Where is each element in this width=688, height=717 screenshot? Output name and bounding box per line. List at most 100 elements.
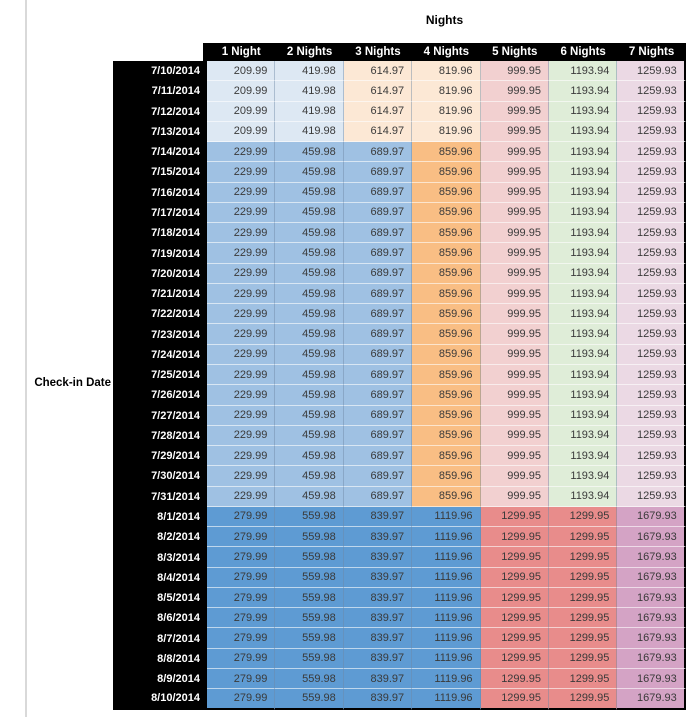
price-cell[interactable]: 459.98 [275, 324, 344, 345]
price-cell[interactable]: 859.96 [412, 425, 481, 447]
price-cell[interactable]: 1299.95 [480, 567, 549, 588]
price-cell[interactable]: 1193.94 [548, 142, 618, 163]
price-cell[interactable]: 1119.96 [412, 587, 481, 609]
price-cell[interactable]: 1299.95 [548, 628, 618, 649]
price-cell[interactable]: 1193.94 [548, 202, 618, 224]
price-cell[interactable]: 819.96 [412, 101, 481, 122]
price-cell[interactable]: 999.95 [480, 446, 549, 467]
price-cell[interactable]: 859.96 [412, 142, 481, 163]
price-cell[interactable]: 459.98 [275, 142, 344, 163]
price-cell[interactable]: 689.97 [343, 263, 413, 284]
price-cell[interactable]: 459.98 [275, 243, 344, 264]
price-cell[interactable]: 999.95 [480, 425, 549, 447]
price-cell[interactable]: 859.96 [412, 405, 481, 426]
price-cell[interactable]: 999.95 [480, 223, 549, 244]
price-cell[interactable]: 1299.95 [480, 689, 549, 710]
price-cell[interactable]: 229.99 [207, 243, 276, 264]
price-cell[interactable]: 1299.95 [480, 587, 549, 609]
price-cell[interactable]: 559.98 [275, 689, 344, 710]
price-cell[interactable]: 999.95 [480, 486, 549, 507]
price-cell[interactable]: 229.99 [207, 405, 276, 426]
price-cell[interactable]: 839.97 [343, 648, 413, 669]
price-cell[interactable]: 279.99 [207, 668, 276, 690]
price-cell[interactable]: 1259.93 [617, 344, 686, 365]
price-cell[interactable]: 689.97 [343, 385, 413, 406]
price-cell[interactable]: 1259.93 [617, 61, 686, 82]
price-cell[interactable]: 689.97 [343, 162, 413, 183]
price-cell[interactable]: 279.99 [207, 689, 276, 710]
price-cell[interactable]: 279.99 [207, 608, 276, 629]
price-cell[interactable]: 1259.93 [617, 121, 686, 143]
price-cell[interactable]: 459.98 [275, 263, 344, 284]
price-cell[interactable]: 1299.95 [548, 506, 618, 528]
price-cell[interactable]: 229.99 [207, 344, 276, 365]
price-cell[interactable]: 1299.95 [480, 608, 549, 629]
price-cell[interactable]: 559.98 [275, 648, 344, 669]
price-cell[interactable]: 1299.95 [548, 608, 618, 629]
price-cell[interactable]: 1193.94 [548, 324, 618, 345]
price-cell[interactable]: 419.98 [275, 121, 344, 143]
price-cell[interactable]: 689.97 [343, 405, 413, 426]
price-cell[interactable]: 459.98 [275, 425, 344, 447]
price-cell[interactable]: 999.95 [480, 385, 549, 406]
price-cell[interactable]: 819.96 [412, 121, 481, 143]
price-cell[interactable]: 1193.94 [548, 385, 618, 406]
price-cell[interactable]: 1299.95 [548, 587, 618, 609]
price-cell[interactable]: 689.97 [343, 202, 413, 224]
price-cell[interactable]: 229.99 [207, 263, 276, 284]
price-cell[interactable]: 1259.93 [617, 283, 686, 305]
price-cell[interactable]: 689.97 [343, 324, 413, 345]
price-cell[interactable]: 1679.93 [617, 648, 686, 669]
price-cell[interactable]: 459.98 [275, 162, 344, 183]
price-cell[interactable]: 459.98 [275, 304, 344, 325]
price-cell[interactable]: 459.98 [275, 364, 344, 386]
price-cell[interactable]: 1259.93 [617, 81, 686, 102]
price-cell[interactable]: 1193.94 [548, 121, 618, 143]
price-cell[interactable]: 689.97 [343, 142, 413, 163]
price-cell[interactable]: 559.98 [275, 547, 344, 568]
price-cell[interactable]: 1259.93 [617, 202, 686, 224]
price-cell[interactable]: 859.96 [412, 324, 481, 345]
price-cell[interactable]: 279.99 [207, 547, 276, 568]
price-cell[interactable]: 819.96 [412, 61, 481, 82]
price-cell[interactable]: 999.95 [480, 364, 549, 386]
price-cell[interactable]: 1299.95 [548, 527, 618, 548]
price-cell[interactable]: 459.98 [275, 466, 344, 487]
price-cell[interactable]: 209.99 [207, 81, 276, 102]
price-cell[interactable]: 1259.93 [617, 243, 686, 264]
price-cell[interactable]: 459.98 [275, 405, 344, 426]
price-cell[interactable]: 1679.93 [617, 628, 686, 649]
price-cell[interactable]: 229.99 [207, 283, 276, 305]
price-cell[interactable]: 1259.93 [617, 364, 686, 386]
price-cell[interactable]: 1299.95 [548, 668, 618, 690]
price-cell[interactable]: 229.99 [207, 223, 276, 244]
price-cell[interactable]: 999.95 [480, 405, 549, 426]
price-cell[interactable]: 209.99 [207, 121, 276, 143]
price-cell[interactable]: 229.99 [207, 385, 276, 406]
price-cell[interactable]: 689.97 [343, 283, 413, 305]
price-cell[interactable]: 1259.93 [617, 405, 686, 426]
price-cell[interactable]: 689.97 [343, 243, 413, 264]
price-cell[interactable]: 1679.93 [617, 547, 686, 568]
price-cell[interactable]: 999.95 [480, 344, 549, 365]
price-cell[interactable]: 839.97 [343, 547, 413, 568]
price-cell[interactable]: 1259.93 [617, 142, 686, 163]
price-cell[interactable]: 859.96 [412, 202, 481, 224]
price-cell[interactable]: 1193.94 [548, 466, 618, 487]
price-cell[interactable]: 1679.93 [617, 668, 686, 690]
price-cell[interactable]: 839.97 [343, 527, 413, 548]
price-cell[interactable]: 839.97 [343, 628, 413, 649]
price-cell[interactable]: 419.98 [275, 61, 344, 82]
price-cell[interactable]: 1299.95 [480, 527, 549, 548]
price-cell[interactable]: 459.98 [275, 283, 344, 305]
price-cell[interactable]: 1299.95 [548, 547, 618, 568]
price-cell[interactable]: 1119.96 [412, 506, 481, 528]
price-cell[interactable]: 1193.94 [548, 486, 618, 507]
price-cell[interactable]: 1259.93 [617, 263, 686, 284]
price-cell[interactable]: 459.98 [275, 202, 344, 224]
price-cell[interactable]: 999.95 [480, 243, 549, 264]
price-cell[interactable]: 1679.93 [617, 527, 686, 548]
price-cell[interactable]: 859.96 [412, 243, 481, 264]
price-cell[interactable]: 229.99 [207, 202, 276, 224]
price-cell[interactable]: 839.97 [343, 689, 413, 710]
